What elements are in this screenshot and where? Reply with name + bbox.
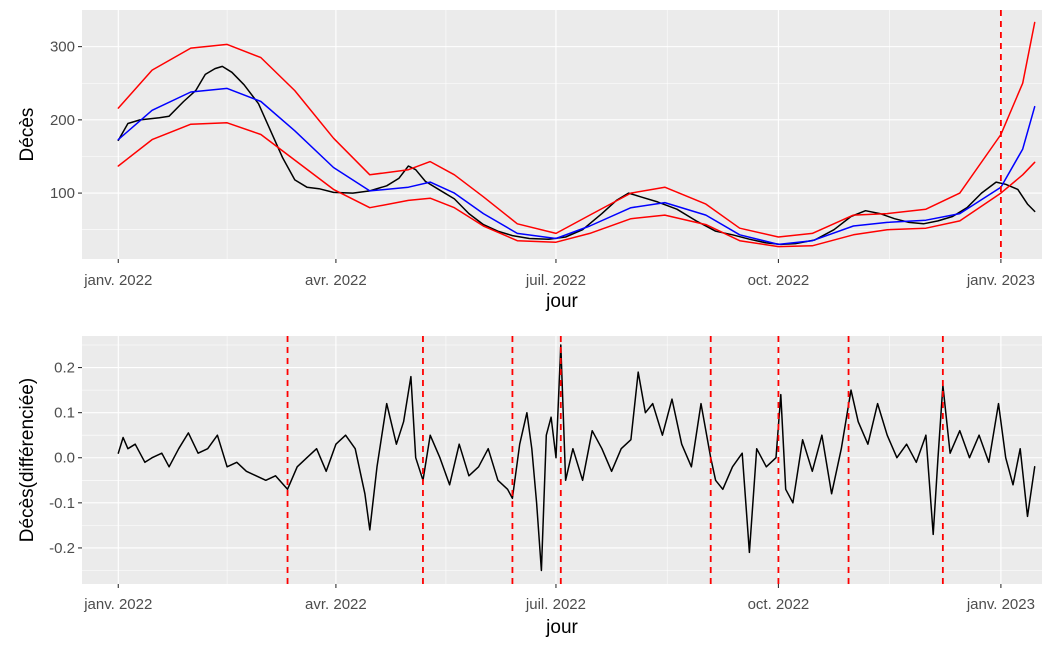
x-tick-label: juil. 2022 [525, 596, 586, 613]
x-axis-title: jour [545, 291, 578, 312]
y-axis-title: Décès [17, 108, 38, 162]
series-line-observed [117, 344, 1036, 572]
series-line-fit [117, 87, 1036, 246]
x-tick-label: juil. 2022 [525, 272, 586, 289]
y-tick-label: -0.1 [49, 495, 75, 512]
x-tick-label: janv. 2023 [966, 596, 1035, 613]
differenced-deaths-panel: -0.2 -0.1 0.0 0.1 0.2 janv. 2022 avr. 2022 juil… [17, 336, 1042, 638]
y-tick-label: 300 [50, 39, 75, 56]
x-axis-title: jour [545, 617, 578, 638]
series-line-upper [117, 21, 1036, 238]
panel-background [82, 10, 1042, 259]
x-tick-label: janv. 2022 [83, 596, 152, 613]
x-tick-label: oct. 2022 [748, 272, 810, 289]
deaths-panel: 100 200 300 janv. 2022 avr. 2022 juil. 2022 oc… [17, 10, 1042, 312]
x-tick-label: oct. 2022 [748, 596, 810, 613]
y-tick-label: 0.1 [54, 405, 75, 422]
y-tick-label: 0.2 [54, 360, 75, 377]
series-line-lower [117, 122, 1036, 248]
y-tick-label: -0.2 [49, 540, 75, 557]
x-tick-label: avr. 2022 [305, 272, 367, 289]
y-tick-label: 0.0 [54, 450, 75, 467]
series-line-observed [117, 65, 1036, 246]
x-tick-label: janv. 2023 [966, 272, 1035, 289]
x-tick-label: janv. 2022 [83, 272, 152, 289]
y-tick-label: 100 [50, 185, 75, 202]
y-axis-title: Décès(différenciée) [17, 378, 38, 542]
x-tick-label: avr. 2022 [305, 596, 367, 613]
y-tick-label: 200 [50, 112, 75, 129]
